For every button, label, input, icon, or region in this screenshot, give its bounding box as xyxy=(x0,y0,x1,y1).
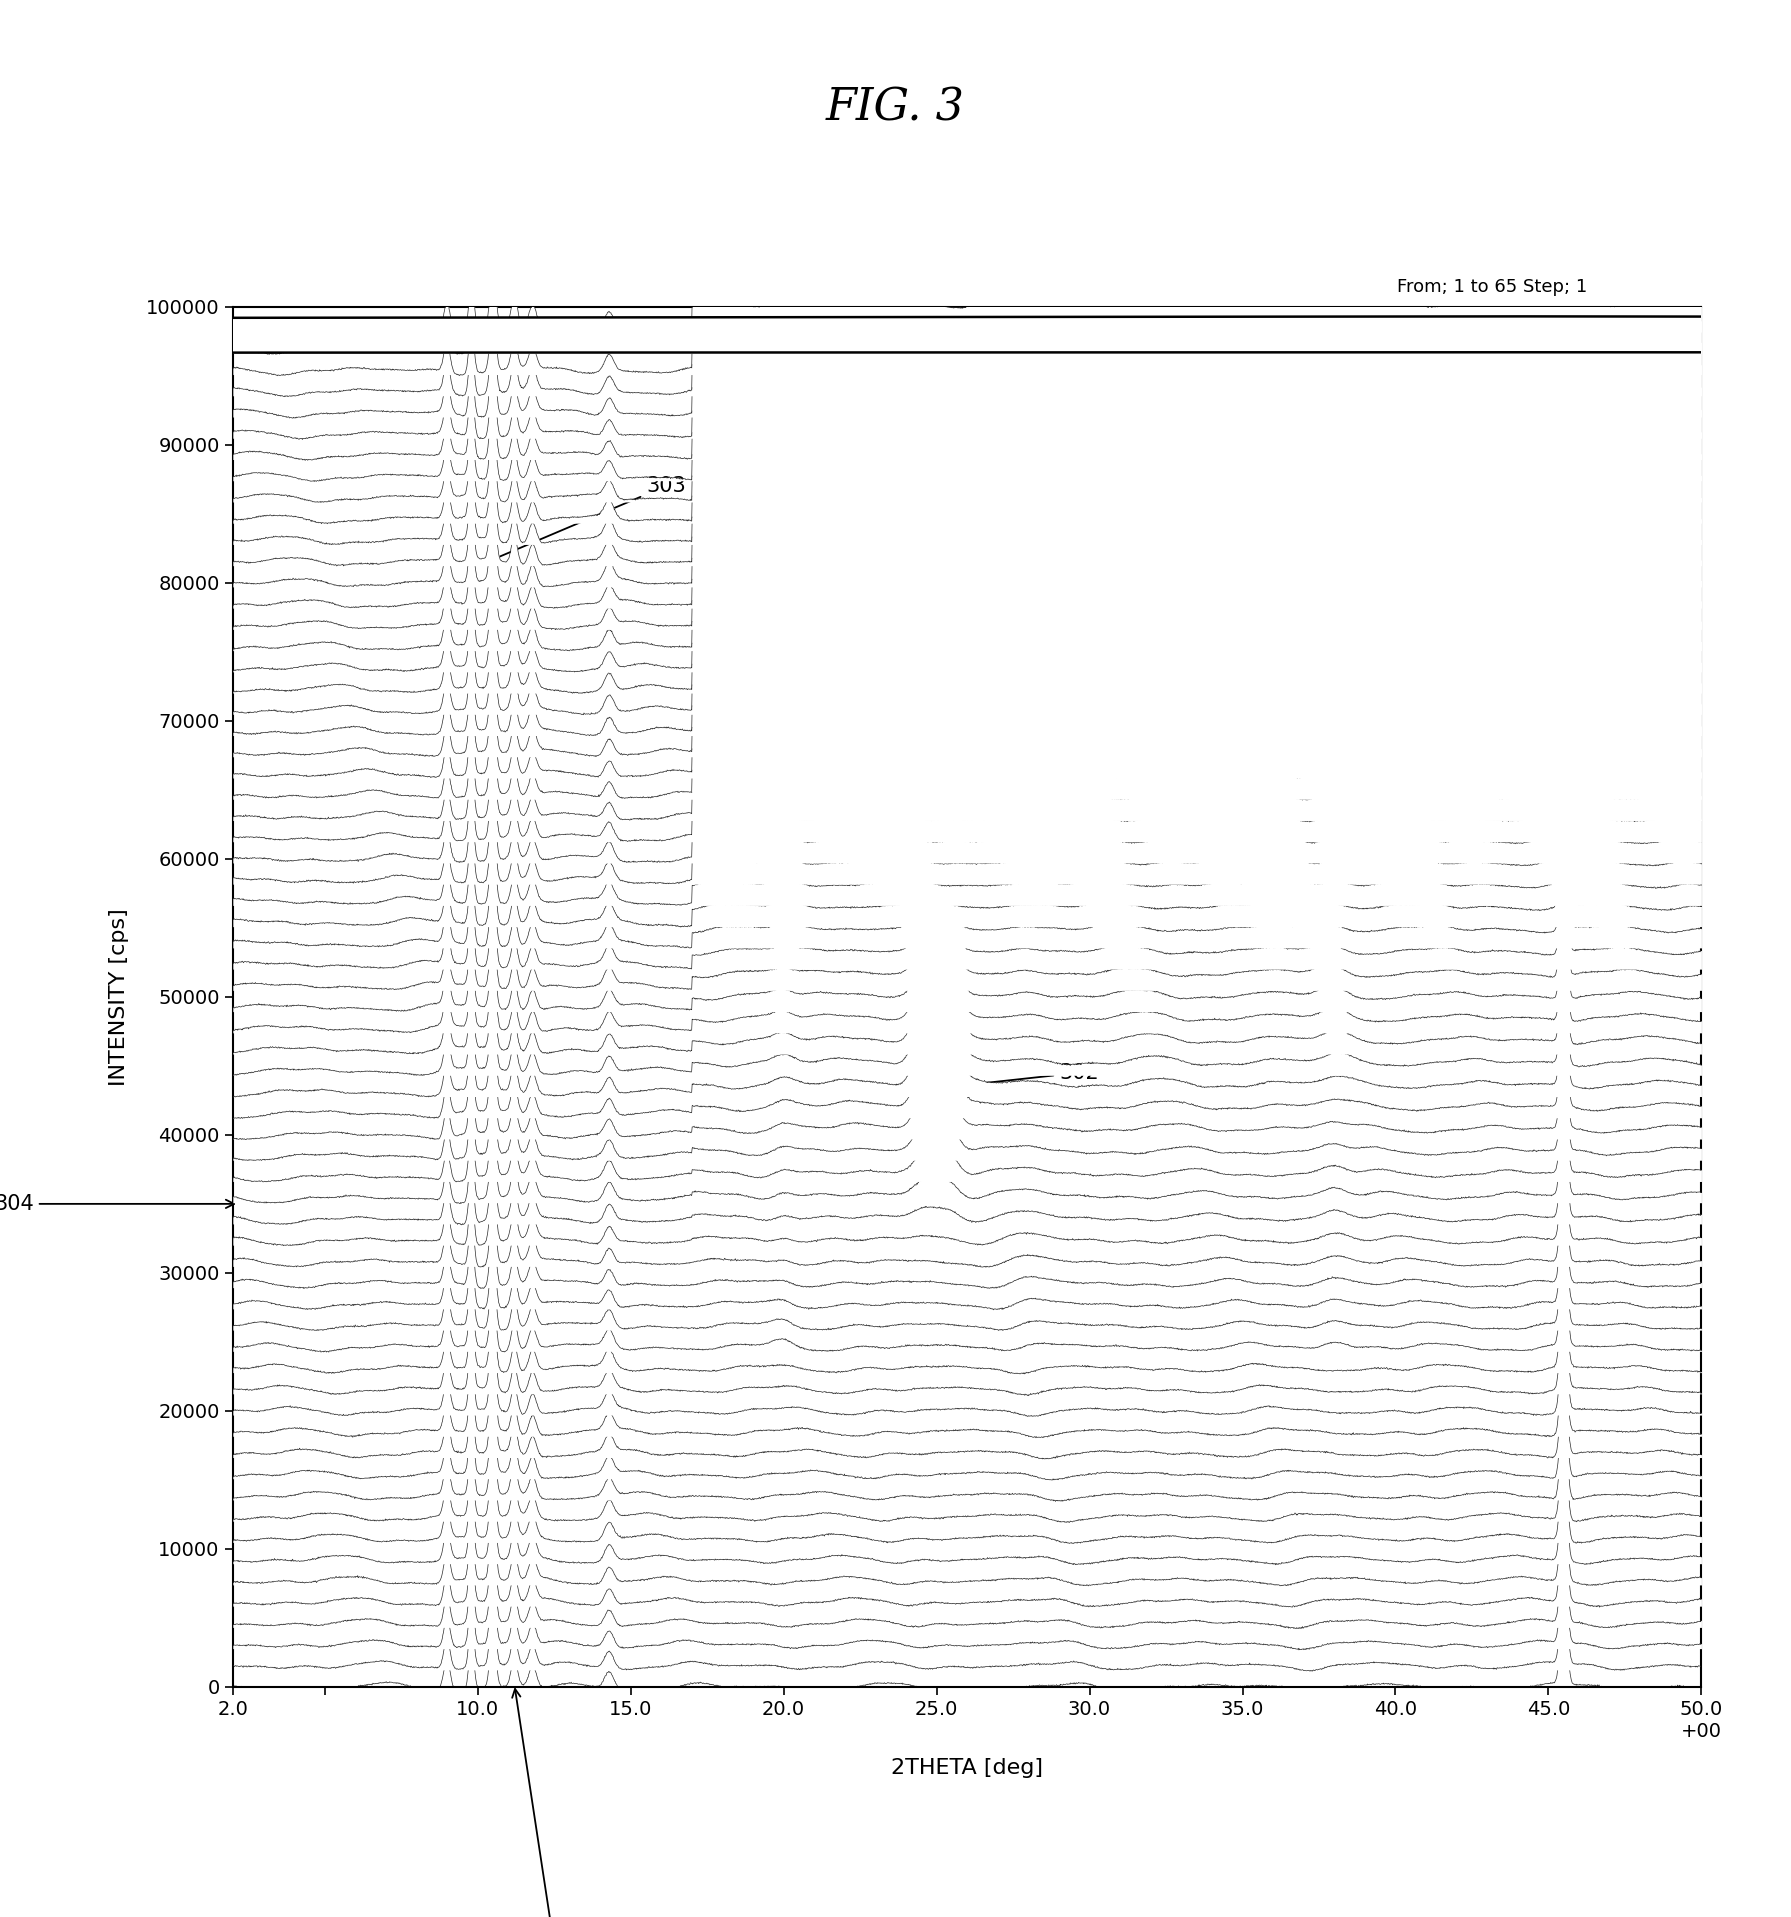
X-axis label: 2THETA [deg]: 2THETA [deg] xyxy=(892,1758,1042,1777)
Text: FIG. 3: FIG. 3 xyxy=(826,86,965,130)
Text: 301: 301 xyxy=(512,1689,573,1917)
PathPatch shape xyxy=(0,316,1791,360)
Text: 303: 303 xyxy=(491,475,686,562)
Text: 304: 304 xyxy=(0,1194,235,1213)
Y-axis label: INTENSITY [cps]: INTENSITY [cps] xyxy=(109,909,129,1085)
Text: 302: 302 xyxy=(956,1062,1098,1089)
Text: From; 1 to 65 Step; 1: From; 1 to 65 Step; 1 xyxy=(1397,278,1587,295)
